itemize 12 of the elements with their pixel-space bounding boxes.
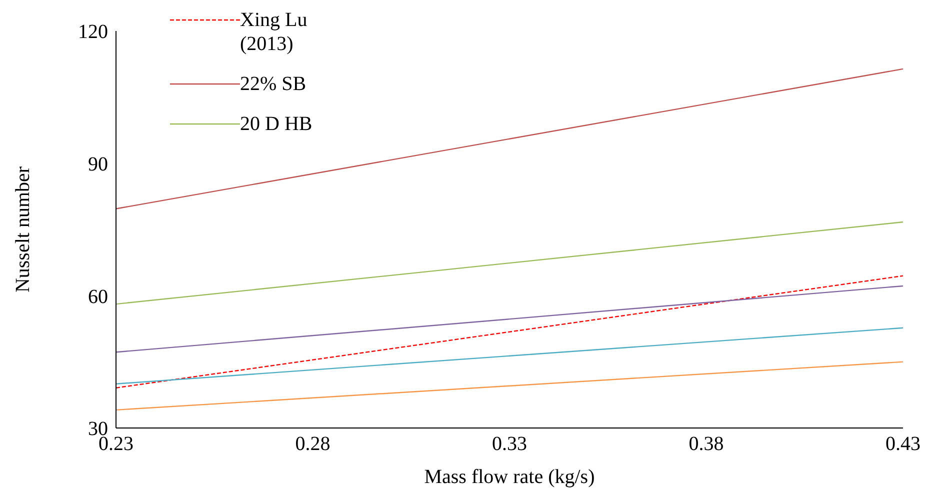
legend-label: 20 D HB [240, 112, 314, 136]
y-tick-label: 90 [88, 153, 108, 176]
x-tick-label: 0.38 [688, 433, 724, 456]
x-tick-label: 0.28 [295, 433, 330, 456]
x-axis-title: Mass flow rate (kg/s) [424, 466, 595, 488]
legend-label: Xing Lu (2013) [240, 8, 308, 56]
y-tick-label: 60 [88, 286, 108, 308]
legend-label: 22% SB [240, 72, 308, 96]
x-tick-label: 0.33 [492, 433, 527, 456]
x-tick-label: 0.43 [886, 433, 920, 456]
y-axis-title: Nusselt number [12, 166, 34, 293]
y-tick-label: 120 [78, 21, 108, 44]
